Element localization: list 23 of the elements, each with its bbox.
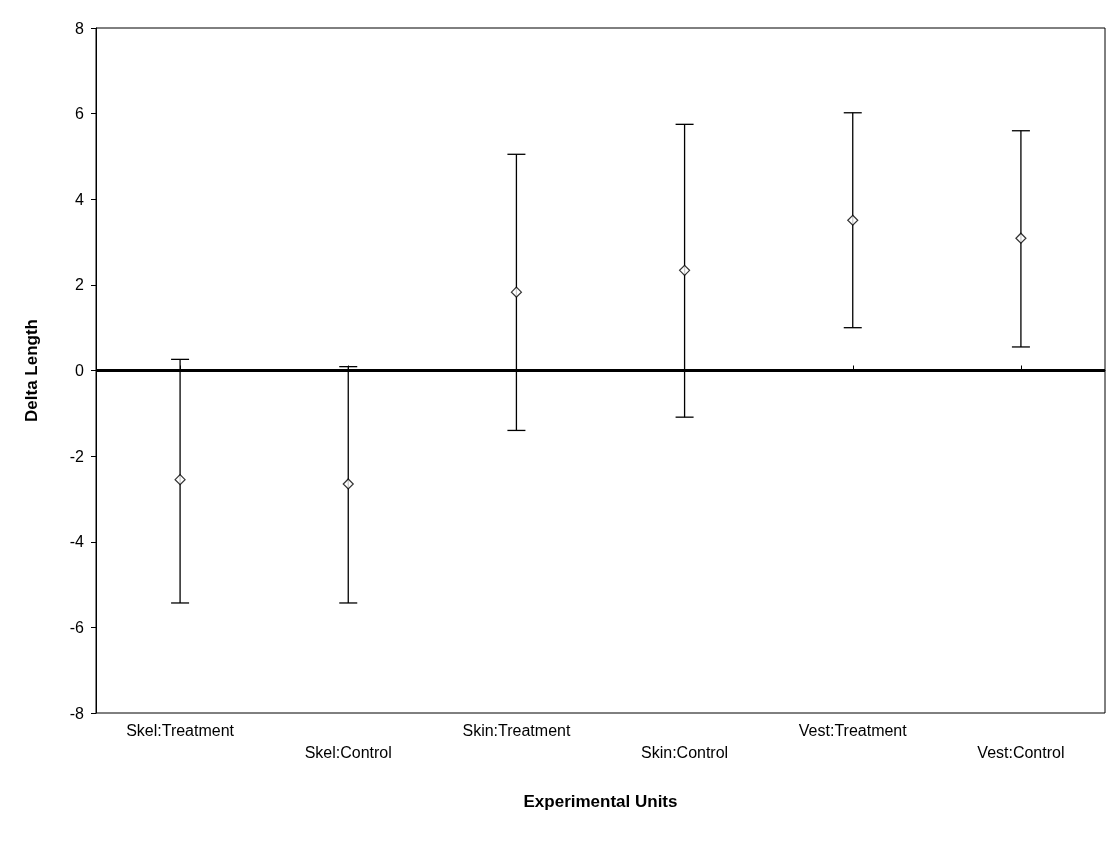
x-axis-title: Experimental Units [523,792,678,811]
point [678,264,691,276]
x-tick-label: Vest:Treatment [798,721,908,739]
x-tick-label: Skel:Treatment [126,721,235,739]
x-tick-label: Vest:Control [977,743,1065,761]
y-tick-label: -4 [69,533,85,551]
point [1015,232,1027,244]
point [510,286,523,298]
y-tick-label: 4 [75,190,85,208]
y-tick-label: 2 [75,276,85,294]
y-tick-label: 8 [75,19,85,37]
y-tick-label: -8 [69,704,85,722]
point [847,214,859,226]
y-tick-label: -2 [69,447,85,465]
y-tick-label: 6 [75,105,85,123]
point [342,478,354,490]
x-tick-label: Skin:Control [641,743,729,761]
y-tick-label: 0 [75,362,85,379]
y-axis-title: Delta Length [22,319,41,422]
x-tick-label: Skin:Treatment [462,721,571,739]
y-tick-label: -6 [69,618,85,636]
x-tick-label: Skel:Control [304,743,392,761]
point [174,474,186,486]
